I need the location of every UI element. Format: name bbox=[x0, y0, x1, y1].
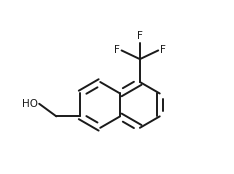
Text: F: F bbox=[114, 45, 120, 56]
Text: HO: HO bbox=[22, 99, 38, 109]
Text: F: F bbox=[137, 31, 143, 41]
Text: F: F bbox=[160, 45, 166, 56]
